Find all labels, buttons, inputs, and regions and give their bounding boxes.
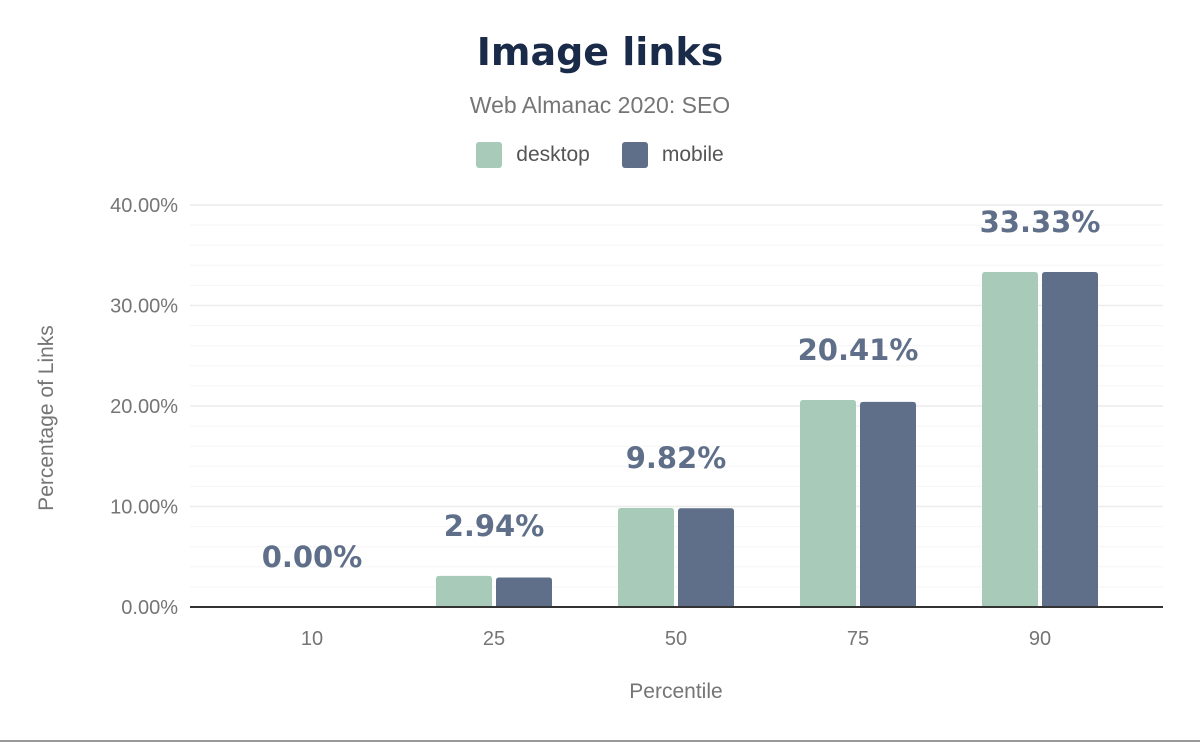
data-label: 20.41% — [798, 333, 919, 367]
legend-label-desktop: desktop — [516, 143, 590, 166]
bar-desktop — [800, 399, 856, 607]
data-label: 33.33% — [980, 205, 1101, 239]
bar-mobile — [1042, 272, 1098, 607]
y-tick-label: 20.00% — [110, 396, 178, 418]
x-tick-label: 50 — [665, 628, 687, 650]
data-label: 0.00% — [262, 540, 363, 574]
x-tick-label: 90 — [1029, 628, 1051, 650]
legend-label-mobile: mobile — [661, 143, 724, 166]
bar-desktop — [982, 272, 1038, 607]
bar-mobile — [678, 508, 734, 607]
legend-swatch-mobile — [621, 142, 648, 168]
x-tick-label: 75 — [847, 628, 869, 650]
data-label: 2.94% — [444, 509, 545, 543]
y-tick-label: 0.00% — [121, 597, 178, 619]
y-tick-label: 30.00% — [110, 296, 178, 318]
bar-mobile — [496, 577, 552, 607]
legend-item-desktop[interactable]: desktop — [476, 142, 590, 168]
bar-desktop — [436, 575, 492, 607]
data-label: 9.82% — [626, 441, 727, 475]
chart-subtitle: Web Almanac 2020: SEO — [469, 92, 731, 118]
legend: desktop mobile — [0, 142, 1200, 168]
x-tick-label: 25 — [483, 628, 505, 650]
y-axis-title: Percentage of Links — [35, 325, 58, 511]
x-tick-label: 10 — [301, 628, 323, 650]
chart-title: Image links — [476, 30, 724, 74]
x-axis-title: Percentile — [629, 680, 722, 703]
bar-mobile — [860, 401, 916, 607]
divider — [0, 740, 1200, 742]
legend-item-mobile[interactable]: mobile — [621, 142, 724, 168]
bar-desktop — [618, 508, 674, 607]
y-tick-label: 10.00% — [110, 497, 178, 519]
legend-swatch-desktop — [476, 142, 503, 168]
y-tick-label: 40.00% — [110, 195, 178, 217]
